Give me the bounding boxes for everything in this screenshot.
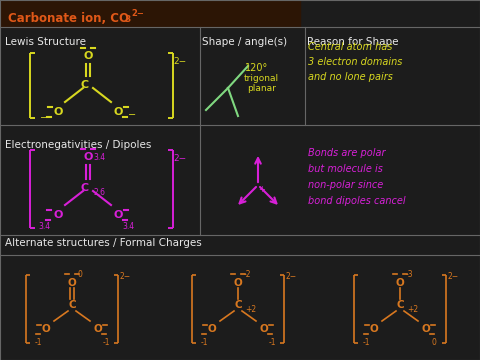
Text: non-polar since: non-polar since <box>308 180 383 190</box>
Text: 2−: 2− <box>119 272 130 281</box>
Text: O: O <box>84 51 93 61</box>
Text: 3.4: 3.4 <box>122 222 134 231</box>
Text: Carbonate ion, CO: Carbonate ion, CO <box>8 12 129 24</box>
Text: −: − <box>128 110 136 120</box>
Text: but molecule is: but molecule is <box>308 164 383 174</box>
Text: 120°: 120° <box>245 63 268 73</box>
Text: +: + <box>259 184 265 194</box>
Text: C: C <box>68 300 76 310</box>
Text: 3.4: 3.4 <box>38 222 50 231</box>
Text: -3: -3 <box>406 270 414 279</box>
Text: planar: planar <box>247 84 276 93</box>
Text: Central atom has: Central atom has <box>308 42 392 52</box>
Text: C: C <box>234 300 242 310</box>
Text: O: O <box>396 278 404 288</box>
Text: O: O <box>42 324 50 334</box>
Text: C: C <box>81 80 89 90</box>
Text: -1: -1 <box>34 338 42 347</box>
Text: C: C <box>81 183 89 193</box>
Text: +2: +2 <box>407 305 418 314</box>
Text: O: O <box>53 210 63 220</box>
Text: -1: -1 <box>268 338 276 347</box>
Bar <box>0 0 300 27</box>
Text: -1: -1 <box>102 338 110 347</box>
Text: O: O <box>370 324 378 334</box>
Text: 3.4: 3.4 <box>93 153 105 162</box>
Text: -2: -2 <box>244 270 252 279</box>
Text: O: O <box>260 324 268 334</box>
Text: Reason for Shape: Reason for Shape <box>307 37 398 47</box>
Text: O: O <box>113 210 123 220</box>
Text: 2−: 2− <box>131 9 144 18</box>
Text: -1: -1 <box>362 338 370 347</box>
Text: O: O <box>84 152 93 162</box>
Text: O: O <box>421 324 431 334</box>
Text: Electronegativities / Dipoles: Electronegativities / Dipoles <box>5 140 151 150</box>
Text: Bonds are polar: Bonds are polar <box>308 148 385 158</box>
Text: Shape / angle(s): Shape / angle(s) <box>202 37 287 47</box>
Text: 3: 3 <box>124 15 130 24</box>
Text: Alternate structures / Formal Charges: Alternate structures / Formal Charges <box>5 238 202 248</box>
Text: O: O <box>94 324 102 334</box>
Text: 2−: 2− <box>173 154 186 163</box>
Text: O: O <box>113 107 123 117</box>
Text: O: O <box>208 324 216 334</box>
Text: C: C <box>396 300 404 310</box>
Text: bond dipoles cancel: bond dipoles cancel <box>308 196 406 206</box>
Text: O: O <box>68 278 76 288</box>
Text: trigonal: trigonal <box>244 74 279 83</box>
Text: Lewis Structure: Lewis Structure <box>5 37 86 47</box>
Text: 0: 0 <box>432 338 436 347</box>
Text: 2−: 2− <box>447 272 458 281</box>
Text: O: O <box>234 278 242 288</box>
Text: 2.6: 2.6 <box>93 188 105 197</box>
Text: +2: +2 <box>245 305 256 314</box>
Text: and no lone pairs: and no lone pairs <box>308 72 393 82</box>
Text: O: O <box>53 107 63 117</box>
Text: -1: -1 <box>200 338 208 347</box>
Text: 3 electron domains: 3 electron domains <box>308 57 402 67</box>
Text: −: − <box>40 113 48 123</box>
Text: 0: 0 <box>78 270 83 279</box>
Text: 2−: 2− <box>285 272 296 281</box>
Text: 2−: 2− <box>173 57 186 66</box>
